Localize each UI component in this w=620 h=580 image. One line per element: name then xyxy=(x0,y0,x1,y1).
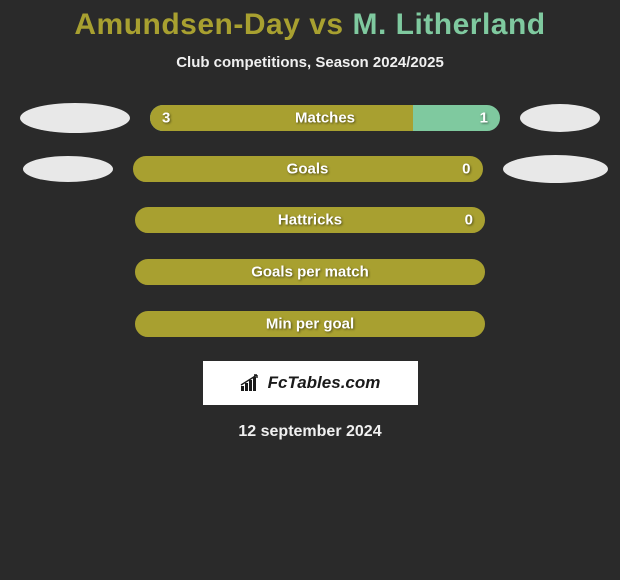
comparison-infographic: Amundsen-Day vs M. Litherland Club compe… xyxy=(0,0,620,441)
stat-value-left: 3 xyxy=(162,110,170,127)
avatar-placeholder-left xyxy=(20,103,130,133)
bar-chart-icon xyxy=(240,374,262,392)
stat-rows: Matches 3 1 Goals 0 Hattricks 0 Goals per match… xyxy=(0,103,620,339)
date-text: 12 september 2024 xyxy=(0,423,620,441)
stat-label: Goals per match xyxy=(251,264,369,281)
avatar-placeholder-right xyxy=(503,155,608,183)
stat-bar: Matches 3 1 xyxy=(150,105,500,131)
stat-label: Goals xyxy=(287,161,329,178)
stat-label: Min per goal xyxy=(266,316,354,333)
stat-row: Matches 3 1 xyxy=(0,103,620,133)
stat-label: Matches xyxy=(295,110,355,127)
stat-bar: Goals per match xyxy=(135,259,485,285)
stat-label: Hattricks xyxy=(278,212,342,229)
stat-bar: Goals 0 xyxy=(133,156,483,182)
title-player-left: Amundsen-Day xyxy=(74,8,309,41)
page-title: Amundsen-Day vs M. Litherland xyxy=(0,8,620,42)
subtitle: Club competitions, Season 2024/2025 xyxy=(0,54,620,71)
avatar-placeholder-right xyxy=(520,104,600,132)
stat-bar: Min per goal xyxy=(135,311,485,337)
stat-value-right: 1 xyxy=(480,110,488,127)
stat-row: Min per goal xyxy=(0,309,620,339)
stat-value-right: 0 xyxy=(462,161,470,178)
stat-bar-left-segment xyxy=(150,105,413,131)
logo-box: FcTables.com xyxy=(203,361,418,405)
stat-row: Goals per match xyxy=(0,257,620,287)
stat-value-right: 0 xyxy=(465,212,473,229)
logo-text: FcTables.com xyxy=(268,373,381,393)
stat-bar: Hattricks 0 xyxy=(135,207,485,233)
stat-row: Goals 0 xyxy=(0,155,620,183)
title-vs: vs xyxy=(309,8,352,41)
stat-row: Hattricks 0 xyxy=(0,205,620,235)
title-player-right: M. Litherland xyxy=(352,8,545,41)
avatar-placeholder-left xyxy=(23,156,113,182)
